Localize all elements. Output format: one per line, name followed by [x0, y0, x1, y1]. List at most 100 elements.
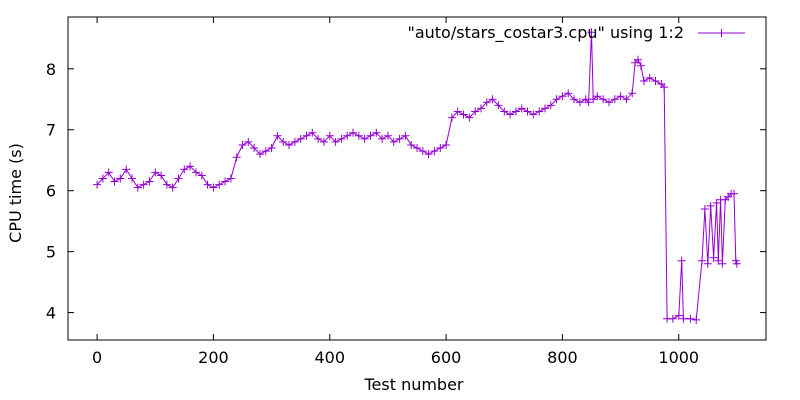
data-point [331, 137, 340, 146]
data-point [517, 104, 526, 113]
x-tick-label: 200 [198, 348, 229, 367]
data-point [407, 141, 416, 149]
data-point [314, 134, 323, 143]
data-point [570, 95, 578, 104]
data-point [250, 144, 259, 152]
data-point [442, 141, 451, 149]
data-point [319, 137, 328, 146]
data-point [413, 144, 421, 152]
data-point [541, 104, 549, 113]
data-point [500, 107, 509, 116]
data-point [244, 137, 253, 146]
data-point [232, 153, 241, 162]
data-point [256, 150, 264, 159]
data-point [197, 171, 206, 180]
data-point [325, 131, 334, 140]
data-point [679, 314, 688, 323]
data-point [482, 98, 491, 107]
data-point [686, 314, 695, 323]
data-point [238, 141, 247, 149]
data-point [401, 131, 410, 140]
data-point [506, 110, 515, 119]
data-point [267, 144, 276, 152]
data-point [372, 128, 381, 137]
data-point [453, 107, 462, 116]
data-point [471, 107, 480, 116]
data-point [714, 256, 723, 265]
data-point [383, 131, 392, 140]
data-point [337, 134, 346, 143]
data-point [110, 177, 119, 186]
x-tick-label: 800 [547, 348, 578, 367]
data-point [584, 98, 593, 107]
data-point [706, 201, 715, 210]
data-point [168, 183, 177, 192]
data-point [261, 147, 270, 156]
plot-frame [67, 16, 767, 341]
data-point [157, 171, 166, 180]
data-point [660, 83, 669, 92]
data-point [732, 259, 741, 268]
data-point [639, 77, 648, 85]
legend-entry-label: "auto/stars_costar3.cpu" using 1:2 [407, 23, 684, 43]
data-point [192, 168, 200, 177]
data-point [378, 134, 387, 143]
data-point [668, 314, 677, 323]
data-point [139, 180, 148, 189]
data-point [209, 183, 218, 192]
data-point [511, 107, 520, 116]
data-point [587, 28, 596, 37]
y-tick-label: 7 [46, 121, 56, 140]
data-point [128, 174, 136, 183]
x-tick-label: 600 [431, 348, 462, 367]
data-point [459, 110, 468, 119]
data-point [122, 165, 131, 174]
data-point [343, 131, 352, 140]
data-point [151, 168, 160, 177]
y-tick-label: 8 [46, 60, 56, 79]
data-point [215, 180, 224, 189]
data-point [174, 174, 183, 183]
data-point [436, 144, 445, 152]
data-point [296, 134, 305, 143]
plot-area [93, 28, 741, 324]
data-point [692, 315, 701, 324]
x-tick-label: 1000 [658, 348, 699, 367]
data-point [285, 141, 293, 149]
data-point [651, 77, 660, 85]
data-point [221, 177, 230, 186]
data-point [162, 180, 171, 189]
data-point [203, 180, 212, 189]
data-point [354, 131, 363, 140]
data-point [349, 128, 357, 137]
y-tick-label: 4 [46, 304, 56, 323]
data-point [546, 101, 555, 110]
data-point [593, 92, 602, 101]
data-point [447, 113, 456, 122]
data-point [628, 89, 637, 98]
data-point [488, 95, 497, 104]
x-tick-label: 0 [92, 348, 102, 367]
x-axis-label: Test number [363, 375, 463, 394]
data-point [718, 259, 727, 268]
data-point [575, 98, 584, 107]
data-point [418, 147, 427, 156]
data-point [104, 168, 113, 177]
data-point [730, 189, 738, 198]
axes: 0 200 400 600 800 1000 4 5 6 7 8 [46, 16, 767, 367]
data-point [186, 162, 195, 171]
y-axis-label: CPU time (s) [6, 143, 25, 243]
x-tick-label: 400 [314, 348, 345, 367]
data-point [180, 165, 189, 174]
data-point [564, 89, 573, 98]
y-tick-label: 6 [46, 182, 56, 201]
data-point [558, 92, 567, 101]
data-point [645, 73, 654, 82]
data-point [616, 92, 625, 101]
data-point [430, 147, 439, 156]
data-point [395, 134, 404, 143]
y-tick-label: 5 [46, 243, 56, 262]
data-point [133, 183, 142, 192]
data-point [677, 256, 686, 265]
